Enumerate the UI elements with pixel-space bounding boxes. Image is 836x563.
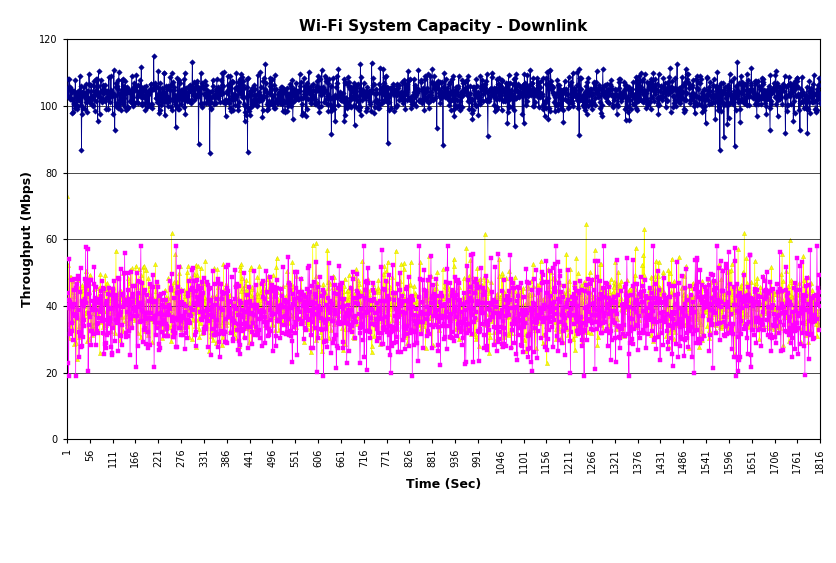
Root - 2.4 GHz	[312, 82, 322, 89]
Title: Wi-Fi System Capacity - Downlink: Wi-Fi System Capacity - Downlink	[299, 19, 587, 34]
Hop 2 - 5 GHz	[62, 193, 72, 199]
Hop 2 - 5 GHz	[660, 296, 670, 302]
Hop 2 - 5 GHz	[813, 322, 823, 329]
Hop 2 - 5 GHz	[62, 325, 72, 332]
Root - 2.4 GHz	[777, 83, 788, 90]
Hop 2 - 5 GHz	[543, 299, 553, 306]
Root - 2.4 GHz	[149, 53, 159, 60]
Root - 2.4 GHz	[205, 150, 215, 157]
Hop 2 - 5 GHz	[814, 270, 824, 276]
Hop 2 - 5 GHz	[541, 359, 551, 366]
Hop 1 - 5 GHz	[62, 290, 72, 297]
Hop 1 - 5 GHz	[813, 288, 823, 295]
Hop 2 - 5 GHz	[311, 272, 321, 279]
Hop 1 - 5 GHz	[312, 369, 322, 376]
Line: Hop 1 - 5 GHz: Hop 1 - 5 GHz	[65, 244, 821, 378]
Hop 1 - 5 GHz	[195, 309, 205, 315]
Root - 2.4 GHz	[62, 86, 72, 93]
Root - 2.4 GHz	[814, 100, 824, 106]
Line: Hop 2 - 5 GHz: Hop 2 - 5 GHz	[65, 194, 821, 365]
Hop 2 - 5 GHz	[777, 342, 788, 348]
Hop 1 - 5 GHz	[543, 315, 553, 321]
Hop 1 - 5 GHz	[660, 301, 670, 308]
Y-axis label: Throughput (Mbps): Throughput (Mbps)	[21, 171, 33, 307]
Hop 1 - 5 GHz	[814, 295, 824, 302]
Line: Root - 2.4 GHz: Root - 2.4 GHz	[65, 54, 821, 155]
Root - 2.4 GHz	[195, 90, 205, 97]
Root - 2.4 GHz	[813, 90, 823, 96]
Hop 1 - 5 GHz	[777, 347, 788, 354]
X-axis label: Time (Sec): Time (Sec)	[405, 479, 481, 491]
Hop 2 - 5 GHz	[195, 289, 205, 296]
Hop 1 - 5 GHz	[64, 373, 74, 379]
Root - 2.4 GHz	[543, 116, 553, 123]
Root - 2.4 GHz	[660, 104, 670, 111]
Hop 1 - 5 GHz	[135, 243, 145, 249]
